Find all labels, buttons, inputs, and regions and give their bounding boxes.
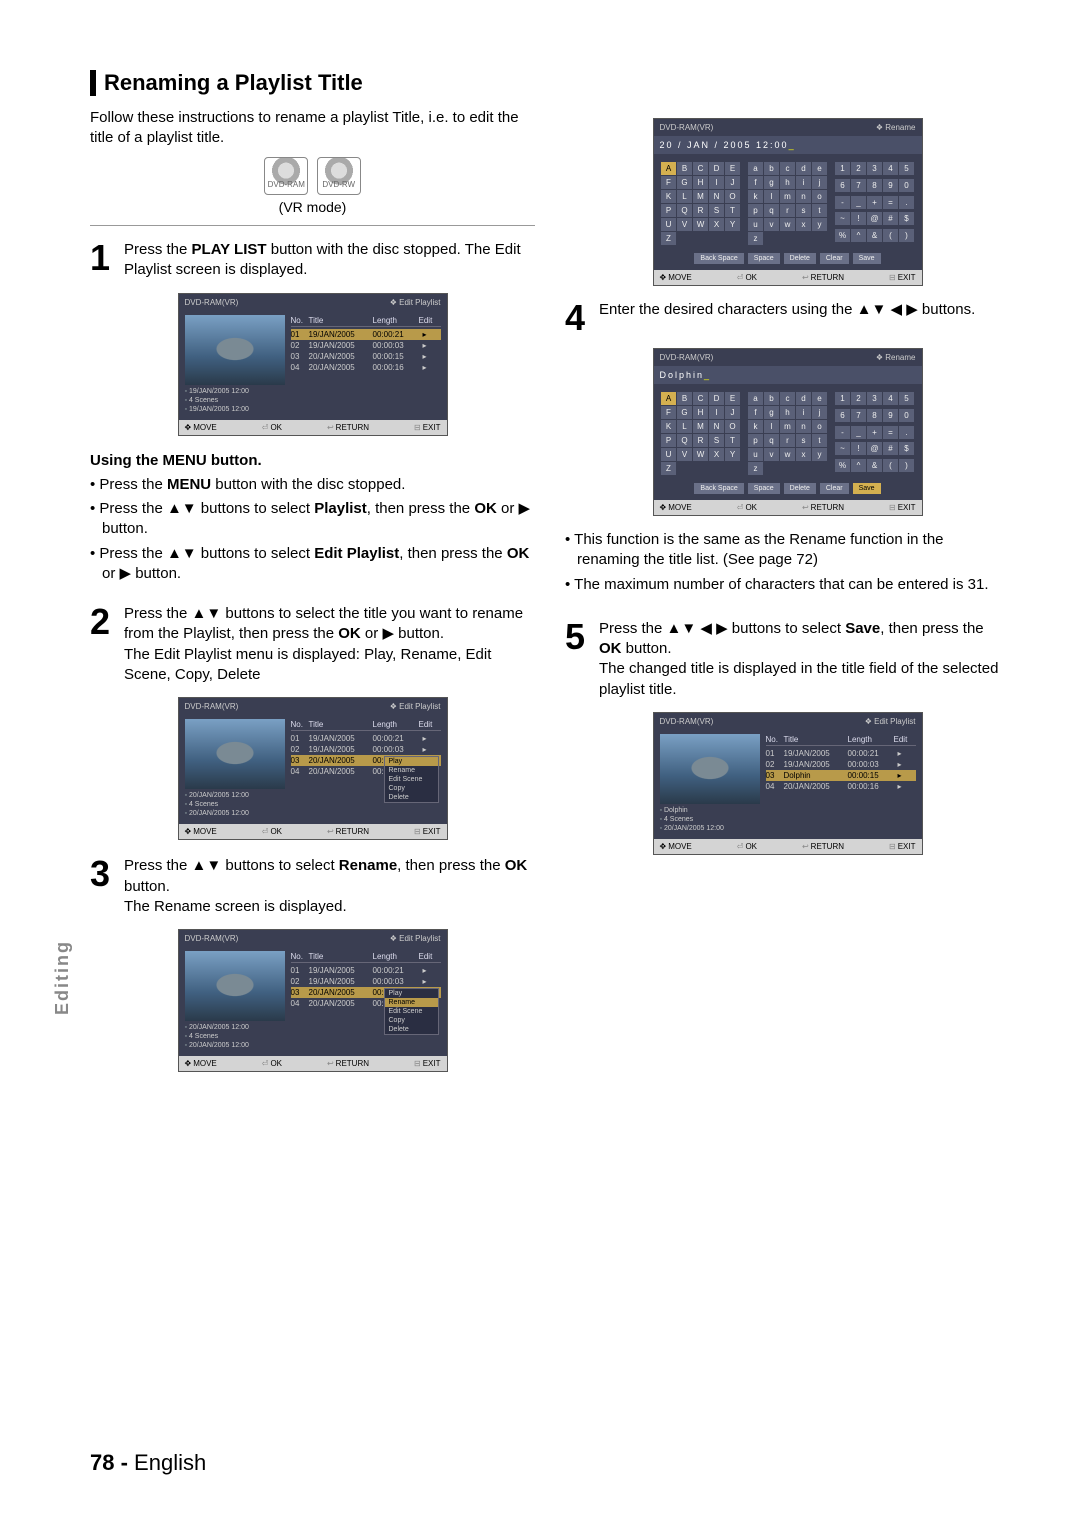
screenshot-edit-playlist-final: DVD-RAM(VR)Edit Playlist Dolphin 4 Scene… [653, 712, 923, 855]
step-3-text: Press the ▲▼ buttons to select Rename, t… [124, 856, 535, 917]
vr-mode-label: (VR mode) [90, 199, 535, 215]
intro-text: Follow these instructions to rename a pl… [90, 108, 535, 147]
page-footer: 78 - English [90, 1450, 206, 1476]
menu-subhead: Using the MENU button. [90, 452, 535, 469]
screenshot-edit-playlist-2: DVD-RAM(VR)Edit Playlist 20/JAN/2005 12:… [178, 697, 448, 840]
step-5-num: 5 [565, 619, 599, 700]
step-4-notes: This function is the same as the Rename … [565, 530, 1010, 595]
page-title: Renaming a Playlist Title [90, 70, 1010, 96]
menu-bullets: Press the MENU button with the disc stop… [90, 475, 535, 584]
step-2-num: 2 [90, 604, 124, 685]
step-1-text: Press the PLAY LIST button with the disc… [124, 240, 535, 281]
dvd-rw-icon: DVD-RW [317, 157, 361, 195]
step-1-num: 1 [90, 240, 124, 281]
screenshot-edit-playlist-3: DVD-RAM(VR)Edit Playlist 20/JAN/2005 12:… [178, 929, 448, 1072]
screenshot-edit-playlist-1: DVD-RAM(VR)Edit Playlist 19/JAN/2005 12:… [178, 293, 448, 436]
step-4-num: 4 [565, 300, 599, 336]
step-3-num: 3 [90, 856, 124, 917]
step-4-text: Enter the desired characters using the ▲… [599, 300, 1010, 336]
screenshot-rename-keyboard-2: DVD-RAM(VR)Rename Dolphin ABCDEFGHIJKLMN… [653, 348, 923, 516]
disc-icons: DVD-RAM DVD-RW (VR mode) [90, 157, 535, 215]
screenshot-rename-keyboard-1: DVD-RAM(VR)Rename 20 / JAN / 2005 12:00 … [653, 118, 923, 286]
step-2-text: Press the ▲▼ buttons to select the title… [124, 604, 535, 685]
step-5-text: Press the ▲▼ ◀ ▶ buttons to select Save,… [599, 619, 1010, 700]
dvd-ram-icon: DVD-RAM [264, 157, 308, 195]
side-tab-editing: Editing [52, 940, 73, 1015]
